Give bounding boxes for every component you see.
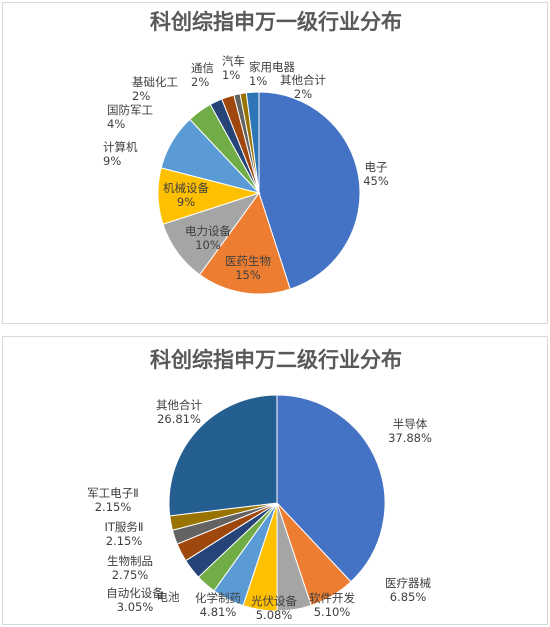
slice-label: 电力设备 10% <box>185 224 231 252</box>
slice-label: 医疗器械 6.85% <box>385 576 431 604</box>
pie-slice <box>258 91 361 290</box>
slice-label: 军工电子Ⅱ 2.15% <box>87 486 139 514</box>
slice-label: 光伏设备 5.08% <box>251 594 297 622</box>
pie-chart-level1: 科创综指申万一级行业分布 电子 45% 医药生物 15%电力设备 10% 机械设备 9% 计算… <box>103 10 402 295</box>
pie-slice <box>276 394 386 583</box>
slice-label: 基础化工 2% <box>132 75 178 103</box>
pie-slice <box>198 191 291 295</box>
slice-label: 医药生物 15% <box>225 254 271 282</box>
slice-label: IT服务Ⅱ 2.15% <box>104 520 143 548</box>
chart-title: 科创综指申万二级行业分布 <box>150 348 402 372</box>
pie-slice <box>245 91 260 194</box>
slice-label: 通信 2% <box>191 61 214 89</box>
slice-label: 其他合计 2% <box>280 73 326 101</box>
chart-title: 科创综指申万一级行业分布 <box>150 10 402 34</box>
slice-label: 自动化设备 3.05% <box>106 586 164 614</box>
pie-slice <box>168 394 278 517</box>
slice-label: 国防军工 4% <box>107 103 153 131</box>
slice-label: 软件开发 5.10% <box>309 591 355 619</box>
slice-label: 生物制品 2.75% <box>107 554 153 582</box>
slice-label: 家用电器 1% <box>249 60 295 88</box>
slice-label: 机械设备 9% <box>163 181 209 209</box>
slice-label: 电池 <box>157 590 180 604</box>
chart-panel-level2: 科创综指申万二级行业分布 半导体 37.88% 医疗器械 6.85% 软件开发 5.10%… <box>2 336 548 625</box>
slice-label: 其他合计 26.81% <box>156 398 202 426</box>
chart-panel-level1: 科创综指申万一级行业分布 电子 45% 医药生物 15% 电力设备 10% 机械设备 9% 计算… <box>2 2 548 324</box>
slice-label: 半导体 37.88% <box>388 417 432 445</box>
pie-chart-level2: 科创综指申万二级行业分布 半导体 37.88% 医疗器械 6.85% 软件开发 5.10%… <box>87 348 432 622</box>
slice-label: 计算机 9% <box>103 140 138 168</box>
slice-label: 化学制药 4.81% <box>195 591 241 619</box>
slice-label: 汽车 1% <box>222 54 245 82</box>
slice-label: 电子 45% <box>363 160 389 188</box>
